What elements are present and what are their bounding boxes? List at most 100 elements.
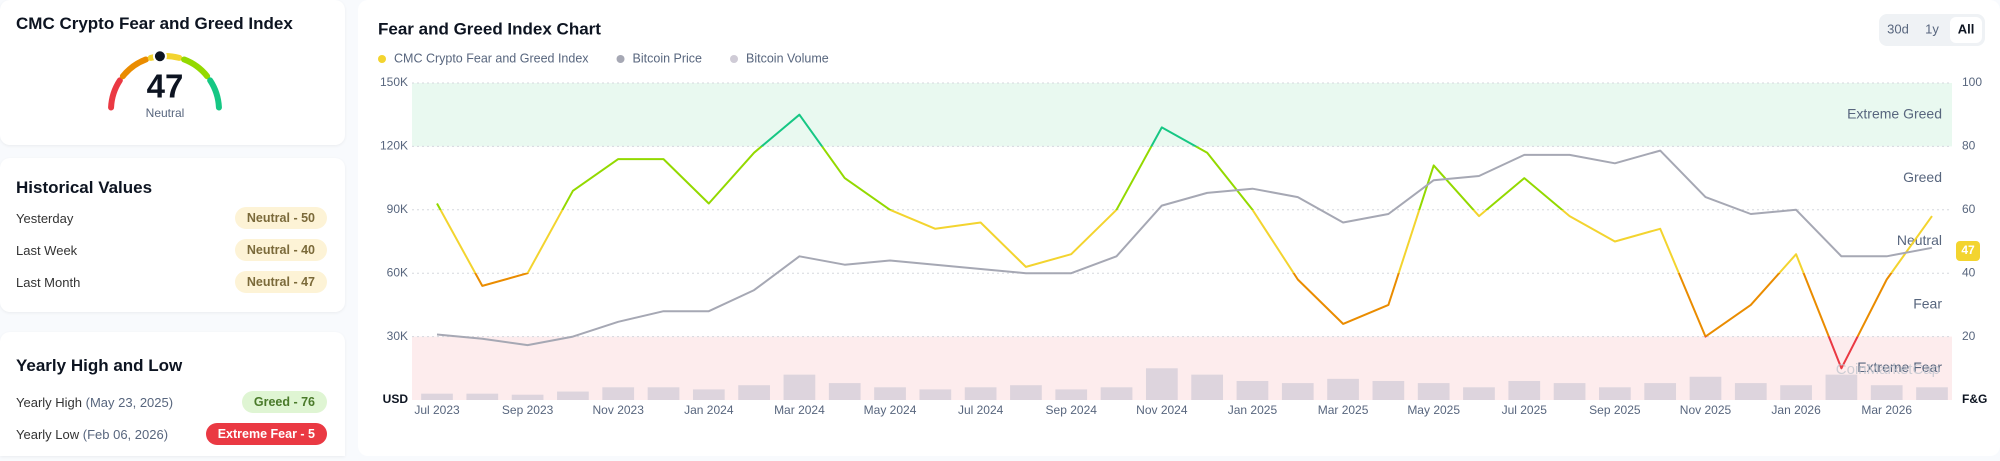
x-tick-label: Mar 2026 <box>1861 403 1912 417</box>
volume-bar <box>1463 387 1495 400</box>
legend-marker <box>378 55 386 63</box>
zone-label: Greed <box>1903 169 1942 185</box>
fear-greed-line <box>436 113 1933 370</box>
gauge-card: CMC Crypto Fear and Greed Index 47 Neutra… <box>0 0 345 145</box>
row-label: Yesterday <box>16 210 74 226</box>
row-label: Yearly High <box>16 394 83 410</box>
gauge-arc <box>181 56 211 80</box>
volume-bar <box>1010 385 1042 400</box>
row-badge: Neutral - 50 <box>234 207 327 229</box>
volume-bar <box>1281 383 1314 400</box>
legend-marker <box>730 55 739 63</box>
volume-bar <box>557 391 589 400</box>
gauge-label: Neutral <box>146 106 185 120</box>
y-tick-label: 120K <box>380 139 408 153</box>
volume-bar <box>1100 387 1133 400</box>
legend-label: Bitcoin Volume <box>746 51 829 65</box>
chart-panel: Fear and Greed Index Chart 30d 1y All CMC Cr… <box>358 0 2000 456</box>
volume-bar <box>647 387 680 400</box>
y2-tick-label: 40 <box>1962 265 1976 279</box>
gauge-arc <box>108 77 123 111</box>
x-tick-label: Nov 2024 <box>1136 403 1188 417</box>
x-tick-label: Mar 2024 <box>774 403 825 417</box>
legend-label: Bitcoin Price <box>633 51 703 65</box>
volume-bar <box>1191 374 1224 400</box>
current-badge <box>1956 241 1980 262</box>
volume-bar <box>1417 383 1450 400</box>
row-badge: Neutral - 47 <box>234 271 327 293</box>
x-tick-label: May 2024 <box>864 403 917 417</box>
row-date: (May 23, 2025) <box>85 394 174 410</box>
y-axis-unit: USD <box>383 392 409 406</box>
chart-title: Fear and Greed Index Chart <box>378 19 601 38</box>
row-label-group: Yearly High (May 23, 2025) <box>16 395 173 410</box>
y2-tick-label: 80 <box>1962 139 1976 153</box>
volume-bar <box>1825 374 1858 400</box>
row-label: Last Month <box>16 274 81 290</box>
volume-bar <box>874 387 906 400</box>
watermark: CoinMarketCap <box>1836 361 1940 378</box>
section-title: Historical Values <box>16 178 153 197</box>
volume-bar <box>1734 383 1767 400</box>
row-badge: Extreme Fear - 5 <box>205 423 327 445</box>
zone-label: Extreme Fear <box>1857 359 1942 375</box>
x-tick-label: Jan 2024 <box>684 403 734 417</box>
y2-tick-label: 20 <box>1962 329 1976 343</box>
range-button[interactable]: All <box>1958 21 1975 36</box>
row-badge: Neutral - 40 <box>234 239 327 261</box>
yearly-row: Yearly Low (Feb 06, 2026) Extreme Fear - … <box>16 422 327 446</box>
volume-bar <box>1055 389 1088 400</box>
yearly-card: Yearly High and Low Yearly High (May 23,… <box>0 332 345 456</box>
y2-axis-unit: F&G <box>1962 392 1987 406</box>
current-value: 47 <box>1961 243 1975 257</box>
x-tick-label: Sep 2023 <box>502 403 554 417</box>
volume-bar <box>1327 378 1359 400</box>
history-row: Last Week Neutral - 40 <box>16 238 327 262</box>
zone-label: Fear <box>1913 296 1942 312</box>
yearly-row: Yearly High (May 23, 2025) Greed - 76 <box>16 390 327 414</box>
volume-bar <box>602 387 635 400</box>
volume-bar <box>1916 387 1948 400</box>
y-tick-label: 60K <box>387 265 408 279</box>
row-badge: Greed - 76 <box>241 391 327 413</box>
gauge-value: 47 <box>147 68 184 105</box>
volume-bar <box>1644 383 1677 400</box>
history-row: Yesterday Neutral - 50 <box>16 206 327 230</box>
x-tick-label: Mar 2025 <box>1318 403 1369 417</box>
volume-bar <box>1145 368 1178 400</box>
volume-bar <box>466 393 499 400</box>
section-title: Yearly High and Low <box>16 356 183 375</box>
range-button[interactable]: 30d <box>1887 21 1909 36</box>
history-row: Last Month Neutral - 47 <box>16 270 327 294</box>
x-tick-label: Jan 2025 <box>1228 403 1278 417</box>
x-tick-label: Jan 2026 <box>1771 403 1821 417</box>
y-tick-label: 150K <box>380 75 408 89</box>
row-date: (Feb 06, 2026) <box>82 426 169 442</box>
volume-bar <box>919 389 952 400</box>
legend-label: CMC Crypto Fear and Greed Index <box>394 51 589 65</box>
zone-label: Extreme Greed <box>1847 105 1942 121</box>
volume-bar <box>1236 380 1269 400</box>
row-label-group: Yearly Low (Feb 06, 2026) <box>16 427 168 442</box>
zone-label: Neutral <box>1897 232 1942 248</box>
x-tick-label: Sep 2024 <box>1046 403 1098 417</box>
gauge-indicator <box>152 49 167 64</box>
x-tick-label: May 2025 <box>1407 403 1460 417</box>
volume-bar <box>421 393 453 400</box>
y-tick-label: 30K <box>387 329 408 343</box>
y2-tick-label: 60 <box>1962 202 1976 216</box>
y-tick-label: 90K <box>387 202 408 216</box>
gauge-arc <box>207 77 222 111</box>
volume-bar <box>1870 385 1903 400</box>
volume-bar <box>511 394 544 400</box>
historical-card: Historical Values Yesterday Neutral - 50 L… <box>0 158 345 312</box>
volume-bar <box>1372 380 1405 400</box>
chart: Fear and Greed Index Chart 30d 1y All CMC Cr… <box>378 14 1987 417</box>
zone-band <box>412 83 1952 147</box>
range-button[interactable]: 1y <box>1925 21 1939 36</box>
price-line <box>436 149 1933 347</box>
volume-bar <box>1508 380 1541 400</box>
x-tick-label: Jul 2023 <box>414 403 460 417</box>
row-label: Yearly Low <box>16 426 80 442</box>
